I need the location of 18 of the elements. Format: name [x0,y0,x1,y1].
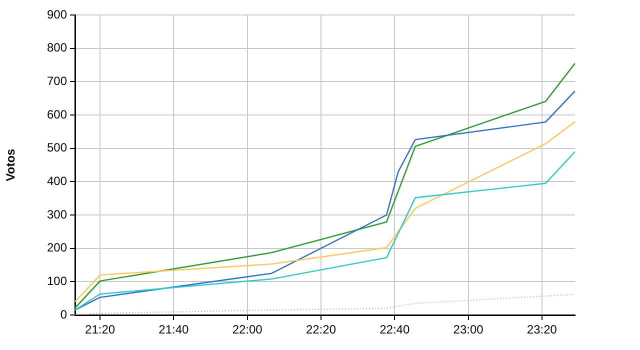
x-tick-label: 23:20 [526,322,558,337]
x-tick-label: 21:20 [85,322,116,337]
y-tick-label: 400 [46,174,68,188]
y-tick-label: 700 [46,74,68,88]
y-tick-label: 200 [46,240,68,255]
x-tick-label: 22:20 [306,322,336,337]
x-tick-label: 22:40 [380,322,410,337]
y-axis-title: Votos [4,148,18,182]
y-tick-label: 800 [46,40,68,55]
y-tick-label: 100 [46,274,68,288]
x-tick-label: 21:40 [158,322,190,337]
y-tick-label: 900 [46,7,68,22]
x-tick-label: 22:00 [232,322,263,337]
x-tick-label: 23:00 [453,322,484,337]
y-tick-label: 0 [60,307,68,322]
y-tick-label: 600 [46,107,68,122]
y-tick-label: 500 [46,140,68,155]
y-tick-label: 300 [46,207,68,222]
